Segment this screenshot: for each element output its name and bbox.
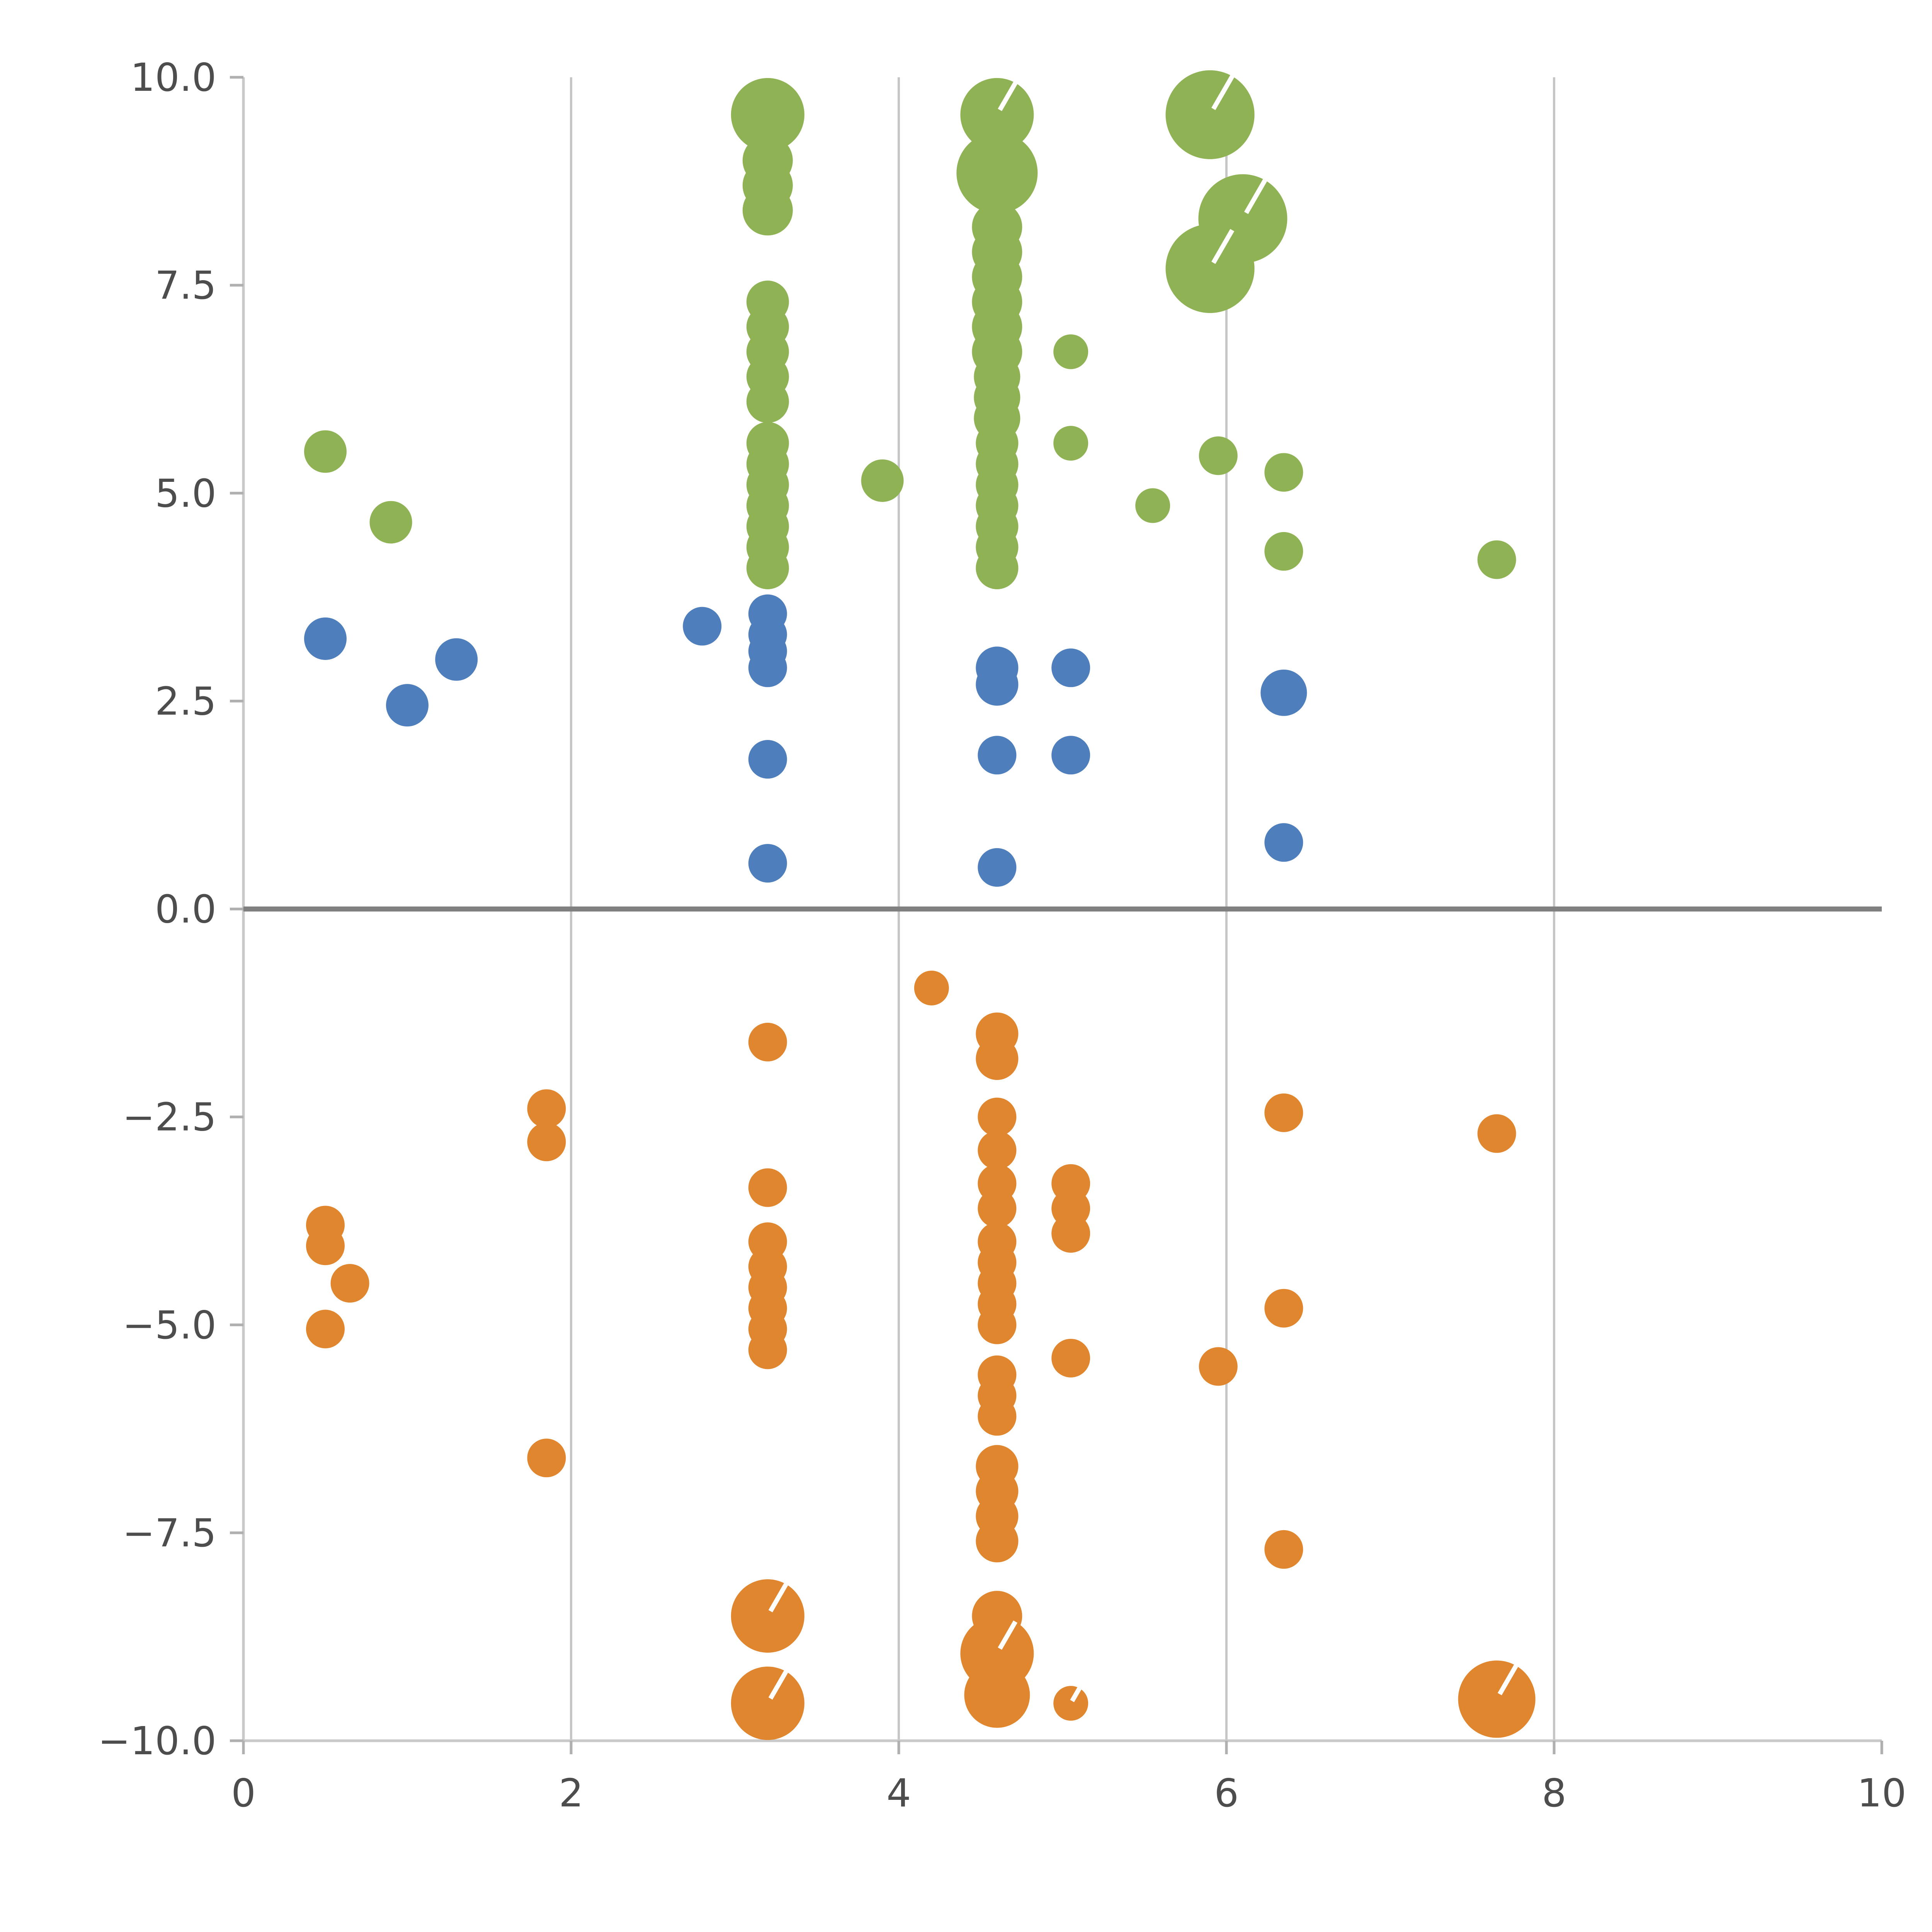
scatter-point-green [960,78,1034,151]
scatter-point-orange [1264,1530,1303,1569]
x-tick-label: 6 [1214,1770,1239,1816]
scatter-point-orange [976,1520,1019,1563]
scatter-point-blue [304,617,347,660]
scatter-point-orange [527,1439,566,1478]
scatter-point-green [746,380,789,423]
scatter-point-orange [1051,1214,1090,1253]
scatter-point-orange [978,1189,1017,1228]
y-tick-label: 7.5 [155,263,216,308]
scatter-point-blue [683,607,722,646]
scatter-point-orange [748,1168,787,1207]
scatter-point-blue [1260,669,1307,716]
scatter-point-blue [1051,736,1090,775]
scatter-point-orange [1264,1289,1303,1328]
y-tick-label: −10.0 [98,1718,216,1764]
y-tick-label: −7.5 [122,1510,216,1556]
scatter-point-blue [976,663,1019,706]
scatter-point-orange [330,1264,369,1303]
scatter-point-green [1264,532,1303,571]
y-tick-label: −2.5 [122,1095,216,1140]
scatter-point-orange [527,1122,566,1162]
scatter-point-green [956,132,1038,214]
x-tick-label: 0 [231,1770,256,1816]
scatter-point-green [1053,334,1088,369]
scatter-point-green [1477,540,1516,579]
pie-notch [998,82,1018,111]
scatter-point-orange [1477,1114,1516,1153]
pie-notch [1244,179,1267,214]
x-tick-label: 2 [559,1770,583,1816]
scatter-point-green [369,501,412,544]
scatter-point-orange [978,1097,1017,1136]
pie-notch [1070,1687,1082,1702]
scatter-point-orange [978,1305,1017,1344]
pie-notch [998,1620,1018,1650]
scatter-point-orange [914,970,949,1005]
y-tick-label: 10.0 [130,55,216,100]
scatter-point-green [861,459,904,502]
scatter-point-orange [748,1022,787,1061]
scatter-point-orange [306,1226,345,1265]
scatter-point-orange [1264,1093,1303,1132]
scatter-point-orange [976,1037,1019,1080]
x-tick-label: 10 [1857,1770,1906,1816]
scatter-point-blue [386,684,429,727]
scatter-point-blue [748,648,787,687]
scatter-point-orange [978,1131,1017,1170]
scatter-point-blue [978,736,1017,775]
scatter-point-blue [978,848,1017,887]
scatter-point-green [742,185,793,236]
y-tick-label: 0.0 [155,887,216,932]
scatter-point-orange [1051,1338,1090,1378]
scatter-point-blue [1264,823,1303,862]
scatter-point-orange [731,1667,804,1740]
scatter-point-blue [435,638,478,681]
pie-notch [1211,229,1235,264]
y-tick-label: 2.5 [155,679,216,724]
scatter-point-green [1165,224,1255,313]
y-tick-label: 5.0 [155,471,216,516]
scatter-point-green [1165,70,1255,159]
pie-notch [768,1583,788,1612]
pie-notch [768,1670,788,1700]
scatter-point-green [1135,488,1170,523]
scatter-point-blue [748,844,787,883]
y-tick-label: −5.0 [122,1303,216,1348]
scatter-point-orange [1053,1686,1088,1721]
scatter-point-orange [527,1089,566,1128]
scatter-point-green [746,546,789,589]
scatter-point-orange [1199,1347,1238,1386]
scatter-point-green [1053,426,1088,461]
scatter-point-orange [1458,1660,1536,1738]
scatter-point-green [1199,436,1238,475]
pie-notch [1497,1664,1518,1696]
scatter-point-orange [964,1662,1030,1728]
scatter-point-orange [978,1397,1017,1436]
scatter-point-orange [731,1579,804,1653]
scatter-point-green [976,546,1019,589]
scatter-point-blue [748,740,787,779]
scatter-point-orange [306,1310,345,1349]
scatter-point-blue [1051,648,1090,687]
x-tick-label: 8 [1542,1770,1566,1816]
scatter-point-green [1264,453,1303,492]
pie-notch [1211,75,1235,110]
scatter-point-green [731,78,804,151]
scatter-point-orange [748,1330,787,1369]
x-tick-label: 4 [886,1770,911,1816]
scatter-point-green [304,430,347,473]
